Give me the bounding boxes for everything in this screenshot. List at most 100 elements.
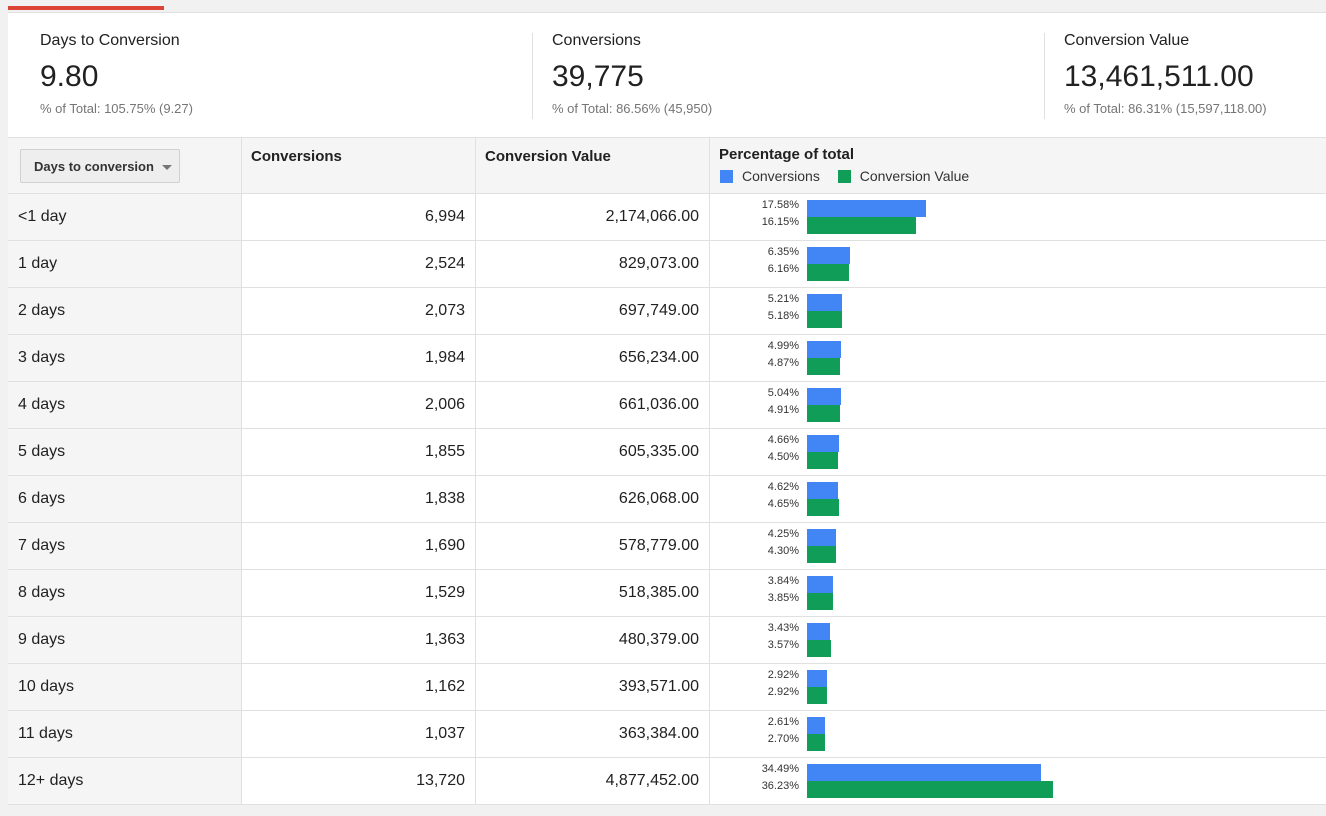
pct-label-conversions: 4.99% <box>767 340 799 352</box>
row-conversions: 2,006 <box>424 396 465 413</box>
bar-conversions <box>807 717 825 734</box>
row-dimension-cell: 4 days <box>8 382 241 428</box>
scorecard-divider <box>1044 33 1045 119</box>
row-label: 12+ days <box>18 772 84 789</box>
row-percentage-cell: 5.21% 5.18% <box>709 288 1326 334</box>
column-divider <box>475 758 476 804</box>
row-conversion-value-cell: 661,036.00 <box>475 382 709 428</box>
row-dimension-cell: 7 days <box>8 523 241 569</box>
legend-label: Conversion Value <box>859 168 970 184</box>
pct-label-conversion-value: 4.65% <box>767 498 799 510</box>
bar-conversion-value <box>807 546 836 563</box>
row-conversions-cell: 1,984 <box>241 335 475 381</box>
legend-swatch-conversion-value <box>837 170 851 183</box>
header-percentage-cell: Percentage of total Conversions Conversi… <box>709 138 1326 193</box>
scorecard-value: 39,775 <box>552 60 644 93</box>
table-row: 2 days 2,073 697,749.00 5.21% 5.18% <box>8 288 1326 335</box>
column-divider <box>241 617 242 663</box>
dimension-dropdown[interactable]: Days to conversion <box>20 149 180 183</box>
scorecard-conversions: Conversions 39,775 % of Total: 86.56% (4… <box>552 32 712 120</box>
column-divider <box>241 288 242 334</box>
column-divider <box>709 335 710 381</box>
row-conversions: 2,524 <box>424 255 465 272</box>
header-conversion-value-cell[interactable]: Conversion Value <box>475 138 709 193</box>
row-percentage-cell: 4.66% 4.50% <box>709 429 1326 475</box>
legend-swatch-conversions <box>720 170 733 183</box>
column-divider <box>241 382 242 428</box>
column-divider <box>475 335 476 381</box>
bar-conversion-value <box>807 734 825 751</box>
row-percentage-cell: 17.58% 16.15% <box>709 194 1326 240</box>
table-row: 5 days 1,855 605,335.00 4.66% 4.50% <box>8 429 1326 476</box>
row-conversions-cell: 1,855 <box>241 429 475 475</box>
row-dimension-cell: 8 days <box>8 570 241 616</box>
bar-conversion-value <box>807 781 1053 798</box>
pct-label-conversion-value: 3.57% <box>767 639 799 651</box>
row-label: 1 day <box>18 255 58 272</box>
row-conversion-value: 393,571.00 <box>618 678 699 695</box>
pct-label-conversion-value: 4.30% <box>767 545 799 557</box>
scorecard-value: 13,461,511.00 <box>1064 60 1254 93</box>
pct-label-conversion-value: 4.50% <box>767 451 799 463</box>
row-conversion-value: 518,385.00 <box>618 584 699 601</box>
row-label: 4 days <box>18 396 66 413</box>
bar-conversions <box>807 200 926 217</box>
header-percentage: Percentage of total <box>719 146 855 163</box>
scorecard-subtotal: % of Total: 86.56% (45,950) <box>552 101 713 116</box>
row-label: 10 days <box>18 678 75 695</box>
row-percentage-cell: 4.62% 4.65% <box>709 476 1326 522</box>
row-label: 7 days <box>18 537 66 554</box>
bar-conversion-value <box>807 593 833 610</box>
active-tab-indicator <box>8 6 164 10</box>
scorecard-label: Conversions <box>552 32 641 49</box>
column-divider <box>709 711 710 757</box>
pct-label-conversion-value: 2.92% <box>767 686 799 698</box>
column-divider <box>241 476 242 522</box>
pct-label-conversions: 5.04% <box>767 387 799 399</box>
column-divider <box>475 138 476 193</box>
row-dimension-cell: 9 days <box>8 617 241 663</box>
scorecard-conversion-value: Conversion Value 13,461,511.00 % of Tota… <box>1064 32 1267 120</box>
row-percentage-cell: 2.61% 2.70% <box>709 711 1326 757</box>
report-panel: Days to Conversion 9.80 % of Total: 105.… <box>8 12 1326 805</box>
column-divider <box>475 288 476 334</box>
row-conversion-value: 656,234.00 <box>618 349 699 366</box>
table-row: 9 days 1,363 480,379.00 3.43% 3.57% <box>8 617 1326 664</box>
bar-conversion-value <box>807 358 840 375</box>
pct-label-conversion-value: 4.87% <box>767 357 799 369</box>
row-conversions-cell: 1,162 <box>241 664 475 710</box>
row-percentage-cell: 4.25% 4.30% <box>709 523 1326 569</box>
bar-conversions <box>807 576 833 593</box>
column-divider <box>475 476 476 522</box>
bar-conversions <box>807 529 836 546</box>
row-conversions: 1,984 <box>424 349 465 366</box>
pct-label-conversions: 2.92% <box>767 669 799 681</box>
row-conversion-value-cell: 626,068.00 <box>475 476 709 522</box>
scorecard-divider <box>532 33 533 119</box>
row-dimension-cell: 2 days <box>8 288 241 334</box>
row-conversion-value-cell: 829,073.00 <box>475 241 709 287</box>
row-dimension-cell: <1 day <box>8 194 241 240</box>
header-conversions-cell[interactable]: Conversions <box>241 138 475 193</box>
bar-conversions <box>807 435 839 452</box>
row-dimension-cell: 11 days <box>8 711 241 757</box>
column-divider <box>475 194 476 240</box>
column-divider <box>241 711 242 757</box>
scorecard-label: Conversion Value <box>1064 32 1190 49</box>
column-divider <box>709 476 710 522</box>
row-label: 8 days <box>18 584 66 601</box>
row-percentage-cell: 34.49% 36.23% <box>709 758 1326 804</box>
row-conversions-cell: 1,529 <box>241 570 475 616</box>
table-row: 3 days 1,984 656,234.00 4.99% 4.87% <box>8 335 1326 382</box>
pct-label-conversion-value: 6.16% <box>767 263 799 275</box>
column-divider <box>475 617 476 663</box>
data-table: Days to conversion Conversions Conversio… <box>8 138 1326 805</box>
bar-conversion-value <box>807 452 838 469</box>
row-conversion-value: 363,384.00 <box>618 725 699 742</box>
row-conversions: 2,073 <box>424 302 465 319</box>
column-divider <box>475 523 476 569</box>
column-divider <box>709 194 710 240</box>
column-divider <box>709 617 710 663</box>
pct-label-conversions: 2.61% <box>767 716 799 728</box>
row-conversions: 1,855 <box>424 443 465 460</box>
